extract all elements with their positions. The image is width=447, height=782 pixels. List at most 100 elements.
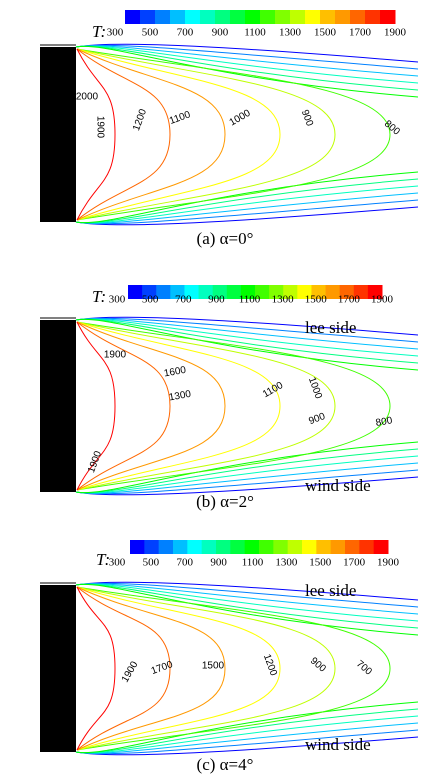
contour-line: [76, 321, 281, 491]
caption: (a) α=0°: [197, 229, 254, 248]
colorbar-label: 1900: [384, 27, 407, 39]
colorbar-swatch: [173, 540, 188, 554]
contour-line: [75, 318, 419, 494]
colorbar-swatch: [367, 285, 383, 299]
symbol: T:: [96, 550, 110, 569]
colorbar-label: 1100: [242, 557, 264, 569]
contour-label: 1900: [94, 116, 105, 139]
colorbar-swatch: [297, 285, 312, 299]
contour-line: [76, 321, 171, 491]
contour-line: [76, 586, 281, 751]
colorbar-swatch: [330, 540, 346, 554]
colorbar-swatch: [255, 285, 270, 299]
contour-line: [75, 318, 419, 494]
contour-line: [76, 48, 336, 221]
symbol: T:: [92, 287, 106, 306]
colorbar-swatch: [142, 285, 157, 299]
colorbar-label: 900: [212, 27, 229, 39]
colorbar-swatch: [311, 285, 327, 299]
colorbar-swatch: [353, 285, 369, 299]
contour-line: [76, 586, 391, 751]
contour-label: 1900: [104, 350, 127, 361]
colorbar-swatch: [187, 540, 203, 554]
contour-label: 1200: [131, 107, 149, 132]
colorbar-swatch: [244, 540, 260, 554]
colorbar-label: 1500: [305, 294, 328, 306]
symbol: T:: [92, 22, 106, 41]
colorbar-swatch: [339, 285, 355, 299]
colorbar-label: 1100: [244, 27, 266, 39]
contour-line: [76, 48, 116, 221]
colorbar-swatch: [155, 10, 171, 24]
colorbar-label: 500: [142, 294, 159, 306]
colorbar-label: 300: [109, 557, 126, 569]
colorbar-swatch: [320, 10, 336, 24]
colorbar-swatch: [380, 10, 396, 24]
contour-label: 1100: [168, 109, 192, 127]
colorbar-swatch: [156, 285, 171, 299]
contour-label: 1000: [306, 376, 324, 401]
contour-line: [75, 45, 419, 224]
contour-line: [76, 321, 336, 491]
body-block: [40, 47, 76, 222]
contour-line: [76, 586, 336, 751]
body-block: [40, 320, 76, 492]
colorbar-swatch: [365, 10, 381, 24]
caption: (b) α=2°: [196, 492, 254, 511]
contour-label: 800: [375, 415, 394, 429]
colorbar-label: 1900: [371, 294, 394, 306]
colorbar-swatch: [170, 10, 186, 24]
colorbar-swatch: [316, 540, 332, 554]
wind-label: wind side: [305, 735, 371, 754]
contour-label: 1600: [163, 365, 187, 380]
contour-line: [75, 45, 419, 224]
colorbar-swatch: [201, 540, 217, 554]
contour-label: 2000: [76, 92, 99, 103]
colorbar-swatch: [230, 540, 246, 554]
colorbar-swatch: [144, 540, 160, 554]
colorbar-label: 300: [107, 27, 124, 39]
colorbar-swatch: [359, 540, 375, 554]
contour-label: 900: [308, 656, 328, 675]
colorbar-swatch: [140, 10, 156, 24]
contour-line: [76, 321, 116, 491]
colorbar-label: 1900: [377, 557, 400, 569]
contour-label: 900: [307, 411, 327, 427]
colorbar-label: 700: [177, 27, 194, 39]
contour-label: 1000: [228, 108, 253, 129]
colorbar-label: 1300: [279, 27, 302, 39]
contour-label: 1900: [86, 449, 104, 474]
colorbar-swatch: [215, 10, 231, 24]
colorbar-label: 1300: [275, 557, 298, 569]
colorbar-label: 900: [210, 557, 227, 569]
colorbar-swatch: [130, 540, 145, 554]
contour-line: [75, 583, 419, 754]
colorbar-swatch: [259, 540, 274, 554]
colorbar-label: 1700: [338, 294, 361, 306]
colorbar-swatch: [275, 10, 291, 24]
colorbar-swatch: [185, 10, 201, 24]
contour-line: [76, 586, 116, 751]
colorbar-label: 500: [143, 557, 160, 569]
colorbar-swatch: [226, 285, 242, 299]
colorbar-swatch: [212, 285, 228, 299]
colorbar-label: 300: [109, 294, 126, 306]
contour-line: [76, 321, 226, 491]
colorbar-label: 700: [175, 294, 192, 306]
contour-line: [76, 48, 281, 221]
colorbar-swatch: [184, 285, 200, 299]
colorbar-swatch: [305, 10, 321, 24]
contour-line: [76, 586, 226, 751]
contour-line: [76, 586, 171, 751]
contour-label: 900: [299, 108, 315, 128]
colorbar-swatch: [240, 285, 256, 299]
colorbar-swatch: [345, 540, 360, 554]
colorbar-label: 1300: [272, 294, 295, 306]
contour-line: [76, 48, 226, 221]
contour-label: 1100: [261, 380, 286, 400]
colorbar-swatch: [260, 10, 276, 24]
colorbar-swatch: [290, 10, 306, 24]
colorbar-swatch: [158, 540, 174, 554]
contour-line: [76, 321, 391, 491]
